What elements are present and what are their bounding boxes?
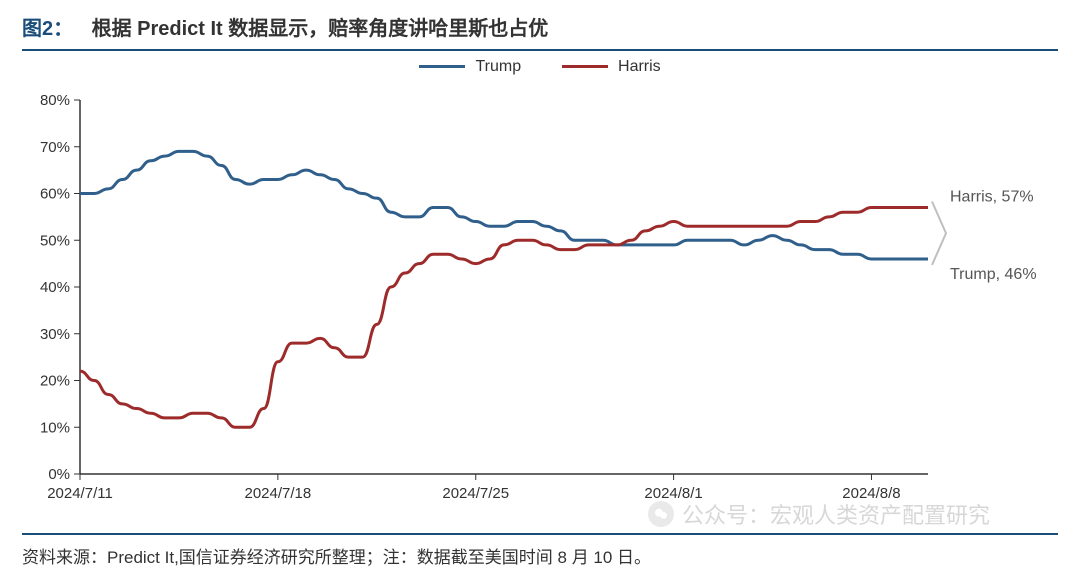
figure-container: 图2： 根据 Predict It 数据显示，赔率角度讲哈里斯也占优 Trump… [0,0,1080,580]
legend-label-trump: Trump [475,58,521,75]
y-tick-label: 70% [40,139,70,156]
x-tick-label: 2024/7/18 [244,485,311,502]
legend-swatch-trump [419,65,465,68]
legend: Trump Harris [0,58,1080,76]
legend-swatch-harris [562,65,608,68]
figure-label: 图2： [22,18,73,40]
y-tick-label: 50% [40,232,70,249]
figure-title: 根据 Predict It 数据显示，赔率角度讲哈里斯也占优 [92,18,549,40]
x-tick-label: 2024/7/25 [442,485,509,502]
wechat-icon [648,501,674,527]
end-chevron-icon [932,202,946,265]
title-row: 图2： 根据 Predict It 数据显示，赔率角度讲哈里斯也占优 [22,12,1058,51]
legend-item-harris: Harris [562,58,661,76]
watermark: 公众号：宏观人类资产配置研究 [648,498,990,530]
y-tick-label: 30% [40,326,70,343]
y-tick-label: 40% [40,279,70,296]
legend-item-trump: Trump [419,58,521,76]
y-tick-label: 60% [40,186,70,203]
legend-label-harris: Harris [618,58,661,75]
line-chart: 0% 10% 20% 30% 40% 50% 60% 70% 80% 2024/7/11 2024/… [22,90,1058,510]
y-tick-label: 80% [40,92,70,109]
y-tick-label: 20% [40,373,70,390]
end-label-harris: Harris, 57% [950,189,1034,206]
watermark-text: 公众号：宏观人类资产配置研究 [682,498,990,530]
y-tick-label: 10% [40,419,70,436]
source-text: 资料来源：Predict It,国信证券经济研究所整理；注：数据截至美国时间 8… [22,548,651,567]
chart-area: 0% 10% 20% 30% 40% 50% 60% 70% 80% 2024/7/11 2024/… [22,90,1058,510]
end-label-trump: Trump, 46% [950,266,1037,283]
y-tick-label: 0% [48,466,70,483]
source-footer: 资料来源：Predict It,国信证券经济研究所整理；注：数据截至美国时间 8… [22,533,1058,568]
series-harris [80,208,928,428]
x-tick-label: 2024/7/11 [47,485,113,502]
series-trump [80,151,928,259]
